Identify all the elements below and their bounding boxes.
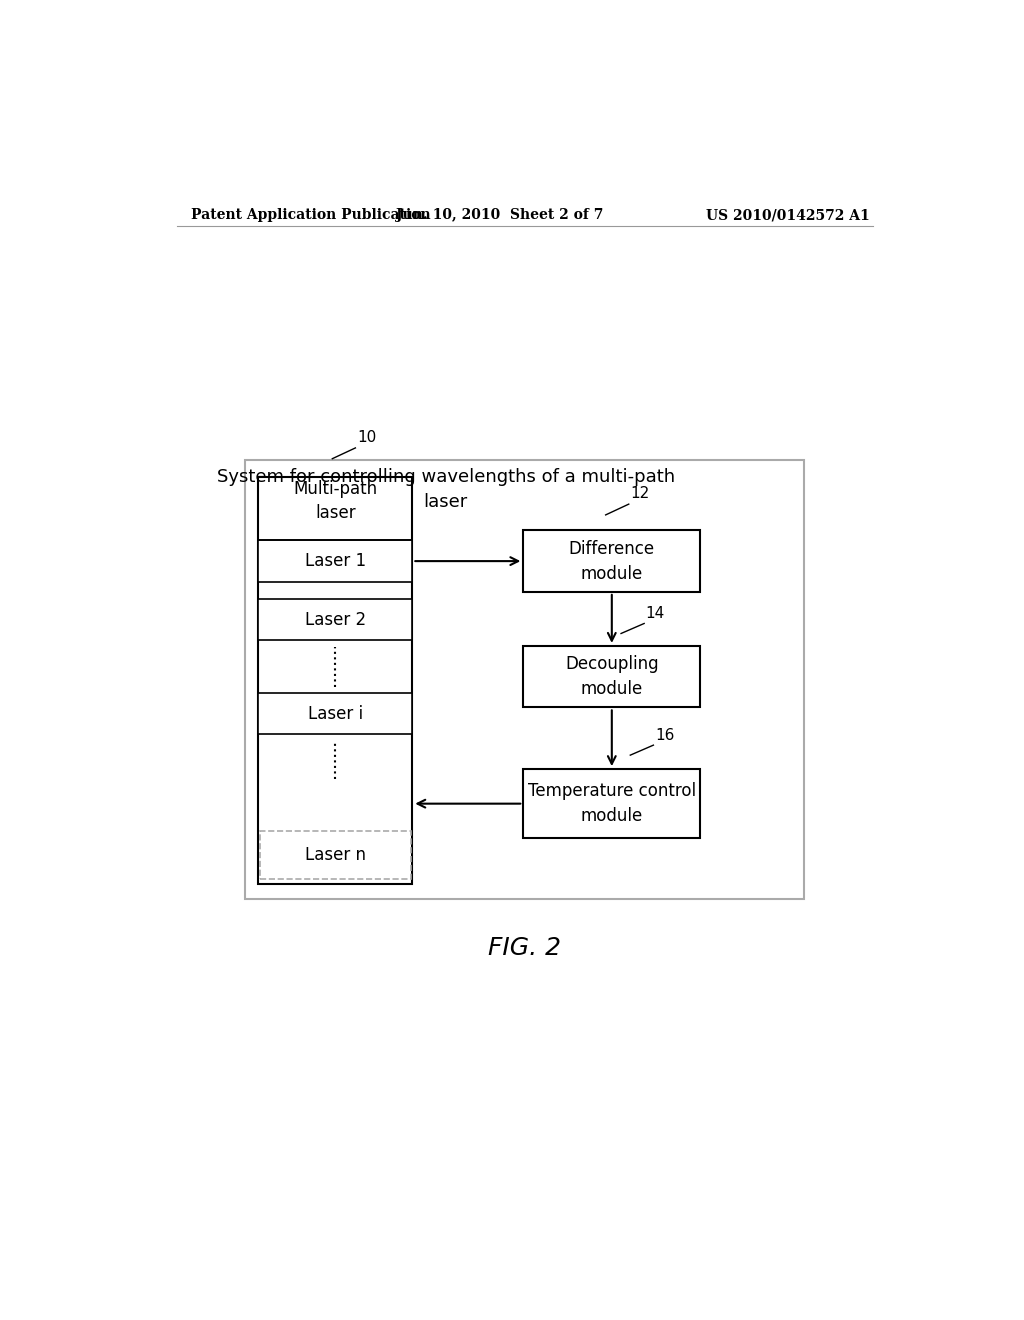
Bar [245,461,804,899]
Bar [258,693,413,734]
Bar [258,540,413,582]
Text: Laser i: Laser i [308,705,362,722]
Text: 12: 12 [631,486,649,502]
Text: Laser n: Laser n [305,846,366,865]
Bar [523,531,700,591]
Text: 10: 10 [357,430,376,445]
Text: US 2010/0142572 A1: US 2010/0142572 A1 [706,209,869,223]
Text: Jun. 10, 2010  Sheet 2 of 7: Jun. 10, 2010 Sheet 2 of 7 [396,209,604,223]
Bar [258,599,413,640]
Bar [260,832,411,879]
Bar [523,645,700,708]
Text: Patent Application Publication: Patent Application Publication [190,209,430,223]
Text: Temperature control
module: Temperature control module [527,783,696,825]
Text: Difference
module: Difference module [568,540,655,582]
Text: 16: 16 [655,727,675,743]
Text: Decoupling
module: Decoupling module [565,655,658,698]
Text: Laser 1: Laser 1 [305,552,366,570]
Text: System for controlling wavelengths of a multi-path
laser: System for controlling wavelengths of a … [217,469,675,511]
Text: Laser 2: Laser 2 [305,611,366,628]
Bar [523,770,700,838]
Text: 14: 14 [646,606,665,622]
Bar [258,478,413,884]
Text: Multi-path
laser: Multi-path laser [293,480,378,521]
Text: FIG. 2: FIG. 2 [488,936,561,960]
